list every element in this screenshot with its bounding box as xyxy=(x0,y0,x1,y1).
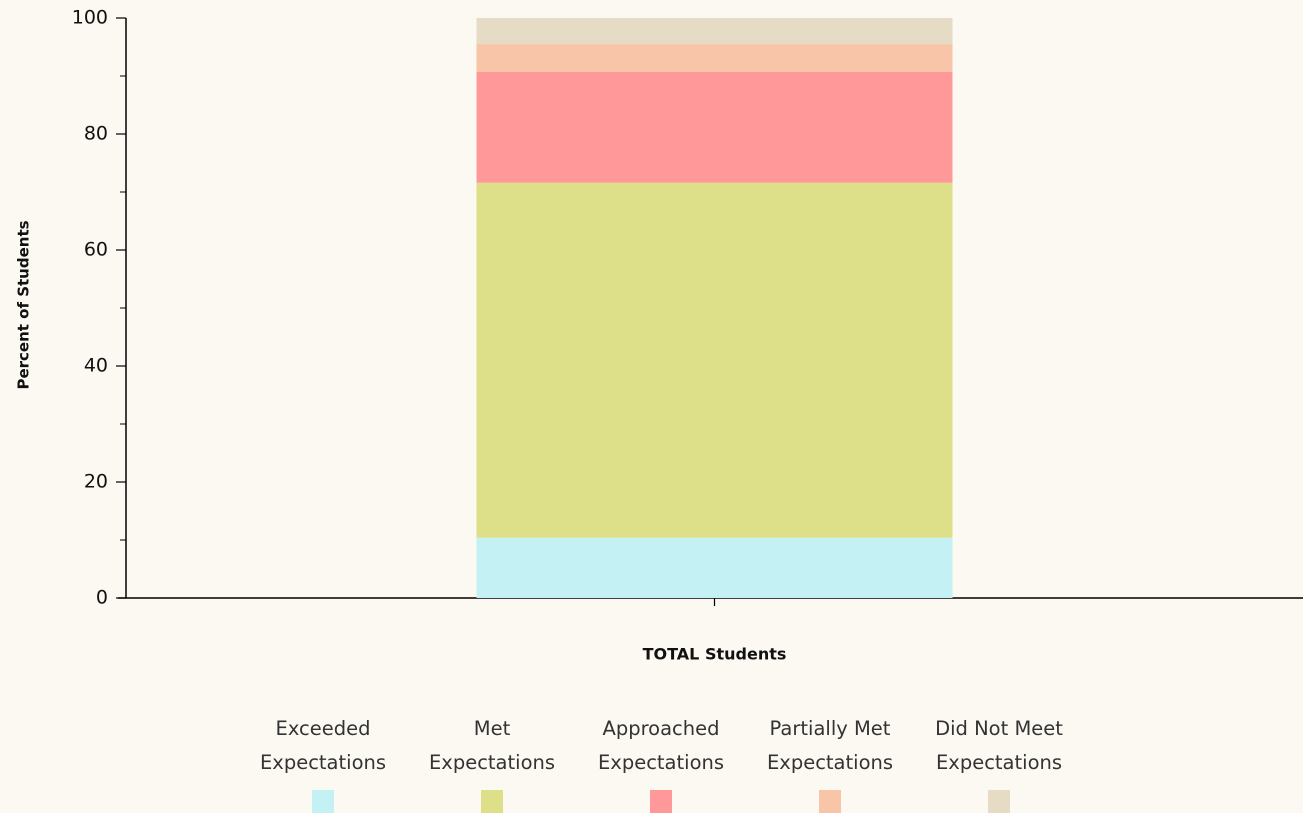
legend-swatch xyxy=(312,790,334,813)
legend-label: Did Not Meet Expectations xyxy=(935,717,1063,774)
legend-swatch xyxy=(481,790,503,813)
legend-label: Partially Met Expectations xyxy=(766,717,894,774)
y-tick-label: 40 xyxy=(84,355,108,377)
y-tick-label: 80 xyxy=(84,123,108,145)
y-tick-label: 100 xyxy=(72,7,108,29)
bar-segment xyxy=(476,537,953,598)
x-tick-label: TOTAL Students xyxy=(643,645,787,664)
legend-item: Met Expectations xyxy=(412,712,572,813)
legend-swatch xyxy=(650,790,672,813)
legend-swatch xyxy=(988,790,1010,813)
legend-label: Approached Expectations xyxy=(597,717,725,774)
y-tick-label: 20 xyxy=(84,471,108,493)
legend: Exceeded Expectations Met Expectations App… xyxy=(0,712,1303,813)
y-tick-label: 0 xyxy=(96,587,108,609)
bar-segment xyxy=(476,44,953,72)
bar-segment xyxy=(476,182,953,538)
legend-label: Exceeded Expectations xyxy=(259,717,387,774)
bar-segment xyxy=(476,71,953,183)
y-tick-label: 60 xyxy=(84,239,108,261)
y-axis-title: Percent of Students xyxy=(15,220,33,389)
legend-item: Approached Expectations xyxy=(581,712,741,813)
bar-segment xyxy=(476,18,953,45)
legend-item: Exceeded Expectations xyxy=(243,712,403,813)
legend-item: Partially Met Expectations xyxy=(750,712,910,813)
legend-label: Met Expectations xyxy=(428,717,556,774)
legend-swatch xyxy=(819,790,841,813)
legend-item: Did Not Meet Expectations xyxy=(919,712,1079,813)
